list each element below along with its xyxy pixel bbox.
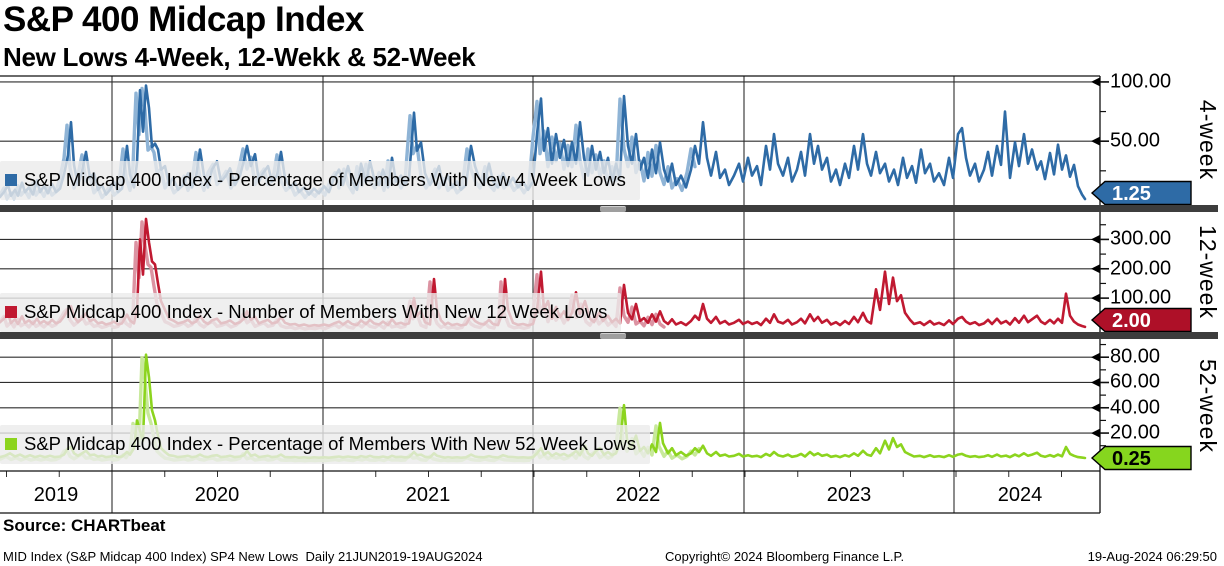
panel-separator-2: [0, 332, 1218, 339]
xaxis-year-label: 2022: [615, 484, 661, 506]
xaxis-year-label: 2021: [405, 484, 451, 506]
axis-tick-arrow: [1091, 352, 1100, 362]
panel-axis-label-4-week: 4-week: [1195, 99, 1221, 181]
panel-axis-label-52-week: 52-week: [1195, 358, 1221, 453]
axis-tick-arrow: [1091, 264, 1100, 274]
source-label: Source: CHARTbeat: [3, 516, 166, 535]
page-title: S&P 400 Midcap Index: [3, 0, 364, 39]
xaxis-year-label: 2023: [826, 484, 872, 506]
xaxis-year-label: 2019: [33, 484, 79, 506]
legend-swatch-icon: [5, 438, 17, 450]
legend-swatch-icon: [5, 306, 17, 318]
legend-item-52-week[interactable]: S&P Midcap 400 Index - Percentage of Mem…: [0, 425, 651, 464]
last-value-text-4-week: 1.25: [1112, 183, 1151, 205]
panel-axis-label-12-week: 12-week: [1195, 225, 1221, 319]
footer-copyright: Copyright© 2024 Bloomberg Finance L.P.: [665, 549, 905, 564]
ytick-label-4-week: 50.00: [1110, 129, 1161, 152]
ytick-label-12-week: 300.00: [1110, 227, 1172, 250]
last-value-badge-12-week: [1090, 307, 1192, 333]
ytick-label-12-week: 100.00: [1110, 286, 1172, 309]
axis-tick-arrow: [1091, 136, 1100, 146]
footer-timestamp: 19-Aug-2024 06:29:50: [1087, 549, 1217, 564]
ytick-label-52-week: 20.00: [1110, 421, 1161, 444]
axis-tick-arrow: [1091, 428, 1100, 438]
last-value-badge-4-week: [1090, 180, 1192, 206]
axis-tick-arrow: [1091, 403, 1100, 413]
last-value-text-52-week: 0.25: [1112, 448, 1151, 470]
ytick-label-52-week: 40.00: [1110, 396, 1161, 419]
page-subtitle: New Lows 4-Week, 12-Wekk & 52-Week: [3, 42, 476, 72]
ytick-label-52-week: 60.00: [1110, 370, 1161, 393]
last-value-text-12-week: 2.00: [1112, 310, 1151, 332]
legend-item-12-week[interactable]: S&P Midcap 400 Index - Number of Members…: [0, 293, 622, 332]
legend-text: S&P Midcap 400 Index - Percentage of Mem…: [24, 169, 626, 190]
axis-tick-arrow: [1091, 377, 1100, 387]
separator-grip-handle[interactable]: [600, 333, 626, 339]
ytick-label-4-week: 100.00: [1110, 70, 1172, 93]
legend-item-4-week[interactable]: S&P Midcap 400 Index - Percentage of Mem…: [0, 161, 640, 200]
panel-separator-1: [0, 205, 1218, 212]
ytick-label-52-week: 80.00: [1110, 345, 1161, 368]
xaxis-year-label: 2024: [997, 484, 1043, 506]
series-line-4-week: [0, 84, 1087, 201]
axis-tick-arrow: [1091, 234, 1100, 244]
last-value-badge-52-week: [1090, 445, 1192, 471]
xaxis-year-label: 2020: [194, 484, 240, 506]
footer-security-info: MID Index (S&P Midcap 400 Index) SP4 New…: [3, 549, 483, 564]
separator-grip-handle[interactable]: [600, 206, 626, 212]
ytick-label-12-week: 200.00: [1110, 257, 1172, 280]
axis-tick-arrow: [1091, 293, 1100, 303]
legend-swatch-icon: [5, 174, 17, 186]
legend-text: S&P Midcap 400 Index - Number of Members…: [24, 301, 608, 322]
legend-text: S&P Midcap 400 Index - Percentage of Mem…: [24, 433, 637, 454]
axis-tick-arrow: [1091, 77, 1100, 87]
